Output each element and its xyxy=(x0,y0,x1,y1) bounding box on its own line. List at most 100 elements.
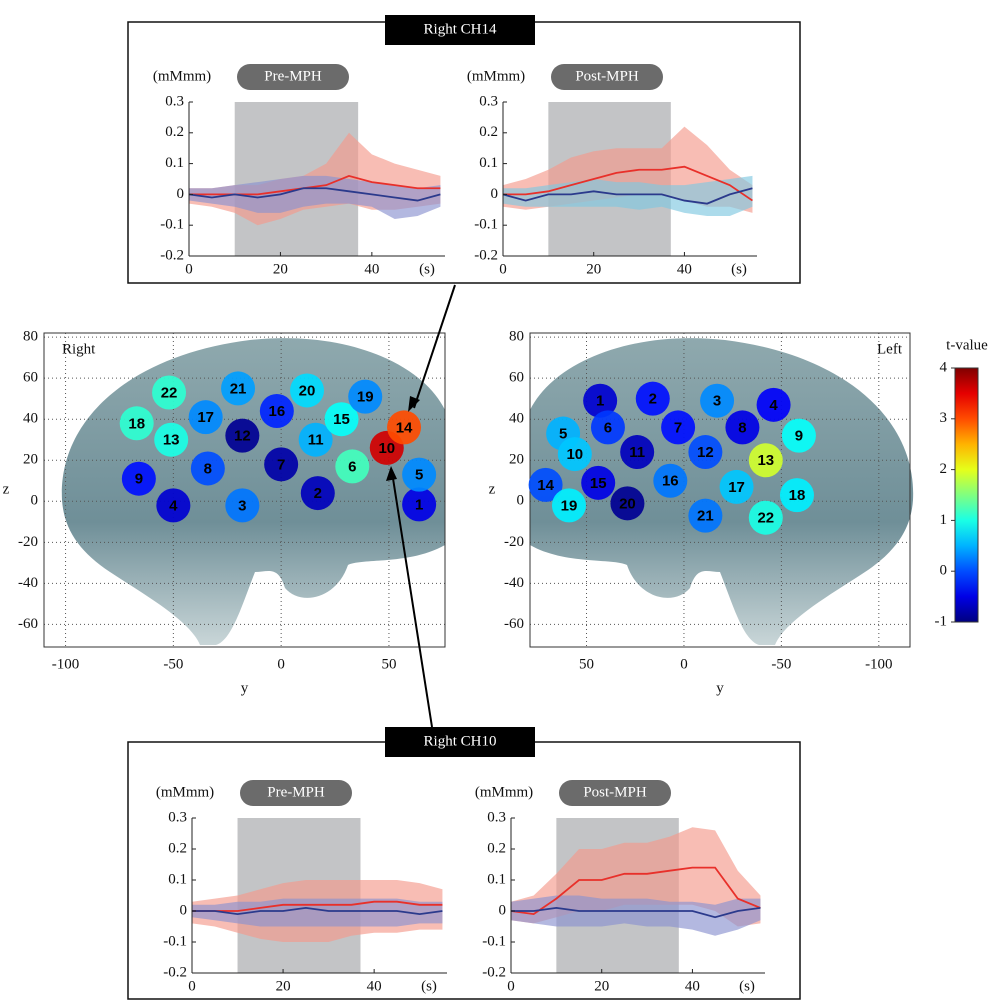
channel-label: 15 xyxy=(333,411,350,428)
y-axis-label: (mMmm) xyxy=(467,68,525,84)
arrow xyxy=(414,285,455,408)
y-axis-label: (mMmm) xyxy=(153,68,211,84)
channel-label: 3 xyxy=(713,393,721,410)
x-tick-label: 0 xyxy=(507,978,515,994)
x-axis-label: (s) xyxy=(731,261,747,277)
x-tick-label: 20 xyxy=(273,261,288,277)
y-axis-label: z xyxy=(3,481,10,497)
x-axis-label: y xyxy=(716,680,724,696)
group-title: Right CH14 xyxy=(424,21,497,37)
x-tick-label: 0 xyxy=(277,656,285,672)
channel-label: 2 xyxy=(314,485,322,502)
channel-label: 15 xyxy=(590,475,607,492)
channel-label: 16 xyxy=(268,403,285,420)
channel-label: 10 xyxy=(378,440,395,457)
x-tick-label: 20 xyxy=(586,261,601,277)
colorbar-tick-label: 2 xyxy=(940,461,948,477)
x-tick-label: 40 xyxy=(367,978,382,994)
channel-label: 20 xyxy=(299,382,316,399)
x-tick-label: 40 xyxy=(685,978,700,994)
y-tick-label: 0.2 xyxy=(168,840,187,856)
chart-title: Pre-MPH xyxy=(264,68,322,84)
y-tick-label: 0.1 xyxy=(487,871,506,887)
y-tick-label: -0.2 xyxy=(160,247,184,263)
y-tick-label: 0.2 xyxy=(165,124,184,140)
x-tick-label: -100 xyxy=(52,656,80,672)
y-tick-label: 0 xyxy=(180,902,188,918)
colorbar-label: t-value xyxy=(946,337,988,353)
y-tick-label: 0 xyxy=(491,186,499,202)
x-tick-label: 40 xyxy=(677,261,692,277)
y-tick-label: -0.2 xyxy=(482,964,506,980)
channel-label: 12 xyxy=(697,444,714,461)
chart-title: Pre-MPH xyxy=(267,784,325,800)
channel-label: 17 xyxy=(728,479,745,496)
y-tick-label: 0.3 xyxy=(165,93,184,109)
channel-label: 14 xyxy=(537,477,554,494)
y-tick-label: 0.1 xyxy=(168,871,187,887)
x-axis-label: (s) xyxy=(739,978,755,994)
y-tick-label: 0.3 xyxy=(168,809,187,825)
y-tick-label: 80 xyxy=(509,329,524,345)
channel-label: 11 xyxy=(308,432,324,449)
channel-label: 20 xyxy=(619,495,636,512)
y-axis-label: (mMmm) xyxy=(156,784,214,800)
channel-label: 13 xyxy=(757,452,774,469)
channel-label: 19 xyxy=(357,389,374,406)
x-tick-label: 0 xyxy=(188,978,196,994)
x-tick-label: 0 xyxy=(680,656,688,672)
x-tick-label: 50 xyxy=(579,656,594,672)
channel-label: 3 xyxy=(238,497,246,514)
y-tick-label: 0 xyxy=(517,493,525,509)
y-tick-label: -0.1 xyxy=(474,217,498,233)
y-tick-label: 0.1 xyxy=(165,155,184,171)
channel-label: 13 xyxy=(163,432,180,449)
channel-label: 11 xyxy=(629,444,645,461)
channel-label: 9 xyxy=(135,471,143,488)
x-tick-label: 0 xyxy=(185,261,193,277)
y-tick-label: 60 xyxy=(509,370,524,386)
channel-label: 19 xyxy=(561,497,578,514)
channel-label: 21 xyxy=(230,380,247,397)
x-tick-label: 20 xyxy=(594,978,609,994)
channel-label: 7 xyxy=(674,419,682,436)
y-tick-label: 0.2 xyxy=(487,840,506,856)
x-axis-label: y xyxy=(241,680,249,696)
chart-title: Post-MPH xyxy=(575,68,639,84)
channel-label: 9 xyxy=(795,428,803,445)
channel-label: 4 xyxy=(769,397,778,414)
y-tick-label: 0.1 xyxy=(479,155,498,171)
x-tick-label: 0 xyxy=(499,261,507,277)
y-tick-label: -20 xyxy=(504,534,524,550)
channel-label: 18 xyxy=(789,487,806,504)
channel-label: 8 xyxy=(738,419,746,436)
y-tick-label: 40 xyxy=(23,411,38,427)
colorbar xyxy=(955,368,978,622)
x-axis-label: (s) xyxy=(419,261,435,277)
channel-label: 12 xyxy=(234,428,251,445)
channel-label: 4 xyxy=(169,497,178,514)
colorbar-tick-label: 0 xyxy=(940,563,948,579)
x-tick-label: -50 xyxy=(163,656,183,672)
x-tick-label: -100 xyxy=(865,656,893,672)
y-tick-label: -0.1 xyxy=(482,933,506,949)
channel-label: 6 xyxy=(348,458,356,475)
y-tick-label: -40 xyxy=(504,575,524,591)
y-tick-label: -0.1 xyxy=(163,933,187,949)
channel-label: 1 xyxy=(415,496,423,513)
x-axis-label: (s) xyxy=(421,978,437,994)
colorbar-tick-label: 3 xyxy=(940,410,948,426)
channel-label: 7 xyxy=(277,456,285,473)
channel-label: 22 xyxy=(161,384,178,401)
y-tick-label: 0.2 xyxy=(479,124,498,140)
y-tick-label: -60 xyxy=(504,616,524,632)
channel-label: 8 xyxy=(204,460,212,477)
y-tick-label: -0.2 xyxy=(474,247,498,263)
annotation: Right xyxy=(62,341,96,357)
y-tick-label: 40 xyxy=(509,411,524,427)
y-tick-label: -60 xyxy=(18,616,38,632)
channel-label: 10 xyxy=(566,446,583,463)
channel-label: 6 xyxy=(604,419,612,436)
x-tick-label: 20 xyxy=(276,978,291,994)
chart-title: Post-MPH xyxy=(583,784,647,800)
